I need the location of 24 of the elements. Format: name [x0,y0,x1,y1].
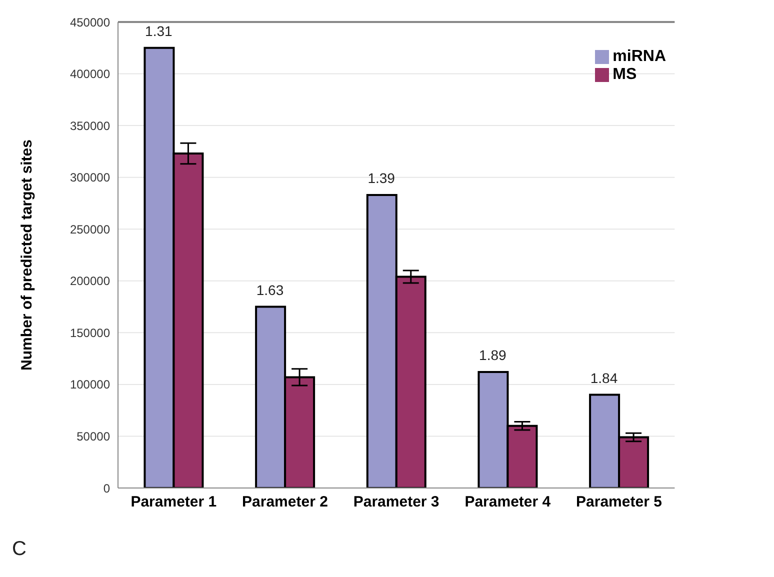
y-tick-label: 300000 [70,170,110,185]
y-tick-label: 350000 [70,118,110,133]
y-axis-title: Number of predicted target sites [18,140,36,370]
y-tick-label: 450000 [70,15,110,30]
y-tick-label: 200000 [70,274,110,288]
x-tick-label: Parameter 1 [130,494,217,511]
annotation: 1.89 [479,347,506,364]
legend-label: MS [612,66,637,83]
annotation: 1.39 [368,170,396,186]
legend-label: miRNA [612,48,666,65]
y-tick-label: 0 [103,481,110,496]
y-tick-label: 250000 [70,222,110,236]
annotation: 1.31 [145,22,173,39]
y-tick-label: 100000 [70,378,110,392]
x-tick-label: Parameter 3 [353,494,440,511]
text: C [12,538,28,561]
y-tick-label: 400000 [70,67,110,82]
x-tick-label: Parameter 2 [242,494,328,511]
annotation: 1.84 [590,370,618,386]
x-tick-label: Parameter 4 [464,494,552,511]
x-tick-label: Parameter 5 [576,494,662,511]
annotation: 1.63 [256,282,284,298]
y-tick-label: 50000 [76,429,110,444]
y-tick-label: 150000 [70,326,110,340]
